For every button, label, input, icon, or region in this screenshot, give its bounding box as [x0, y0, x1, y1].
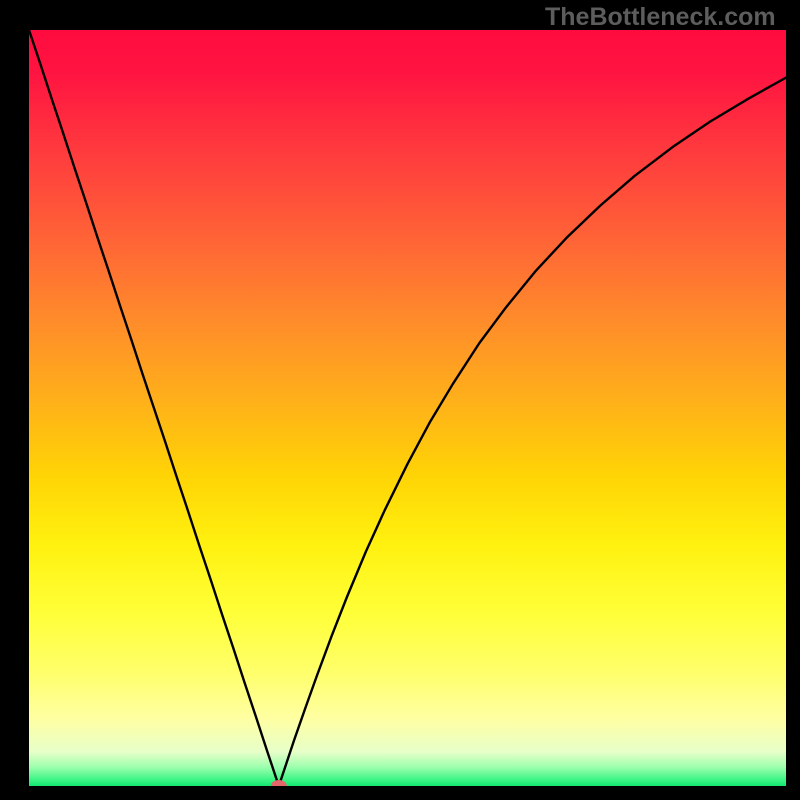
chart-frame: TheBottleneck.com — [0, 0, 800, 800]
plot-background — [29, 30, 786, 786]
watermark-text: TheBottleneck.com — [545, 3, 776, 32]
bottleneck-chart — [29, 30, 786, 786]
